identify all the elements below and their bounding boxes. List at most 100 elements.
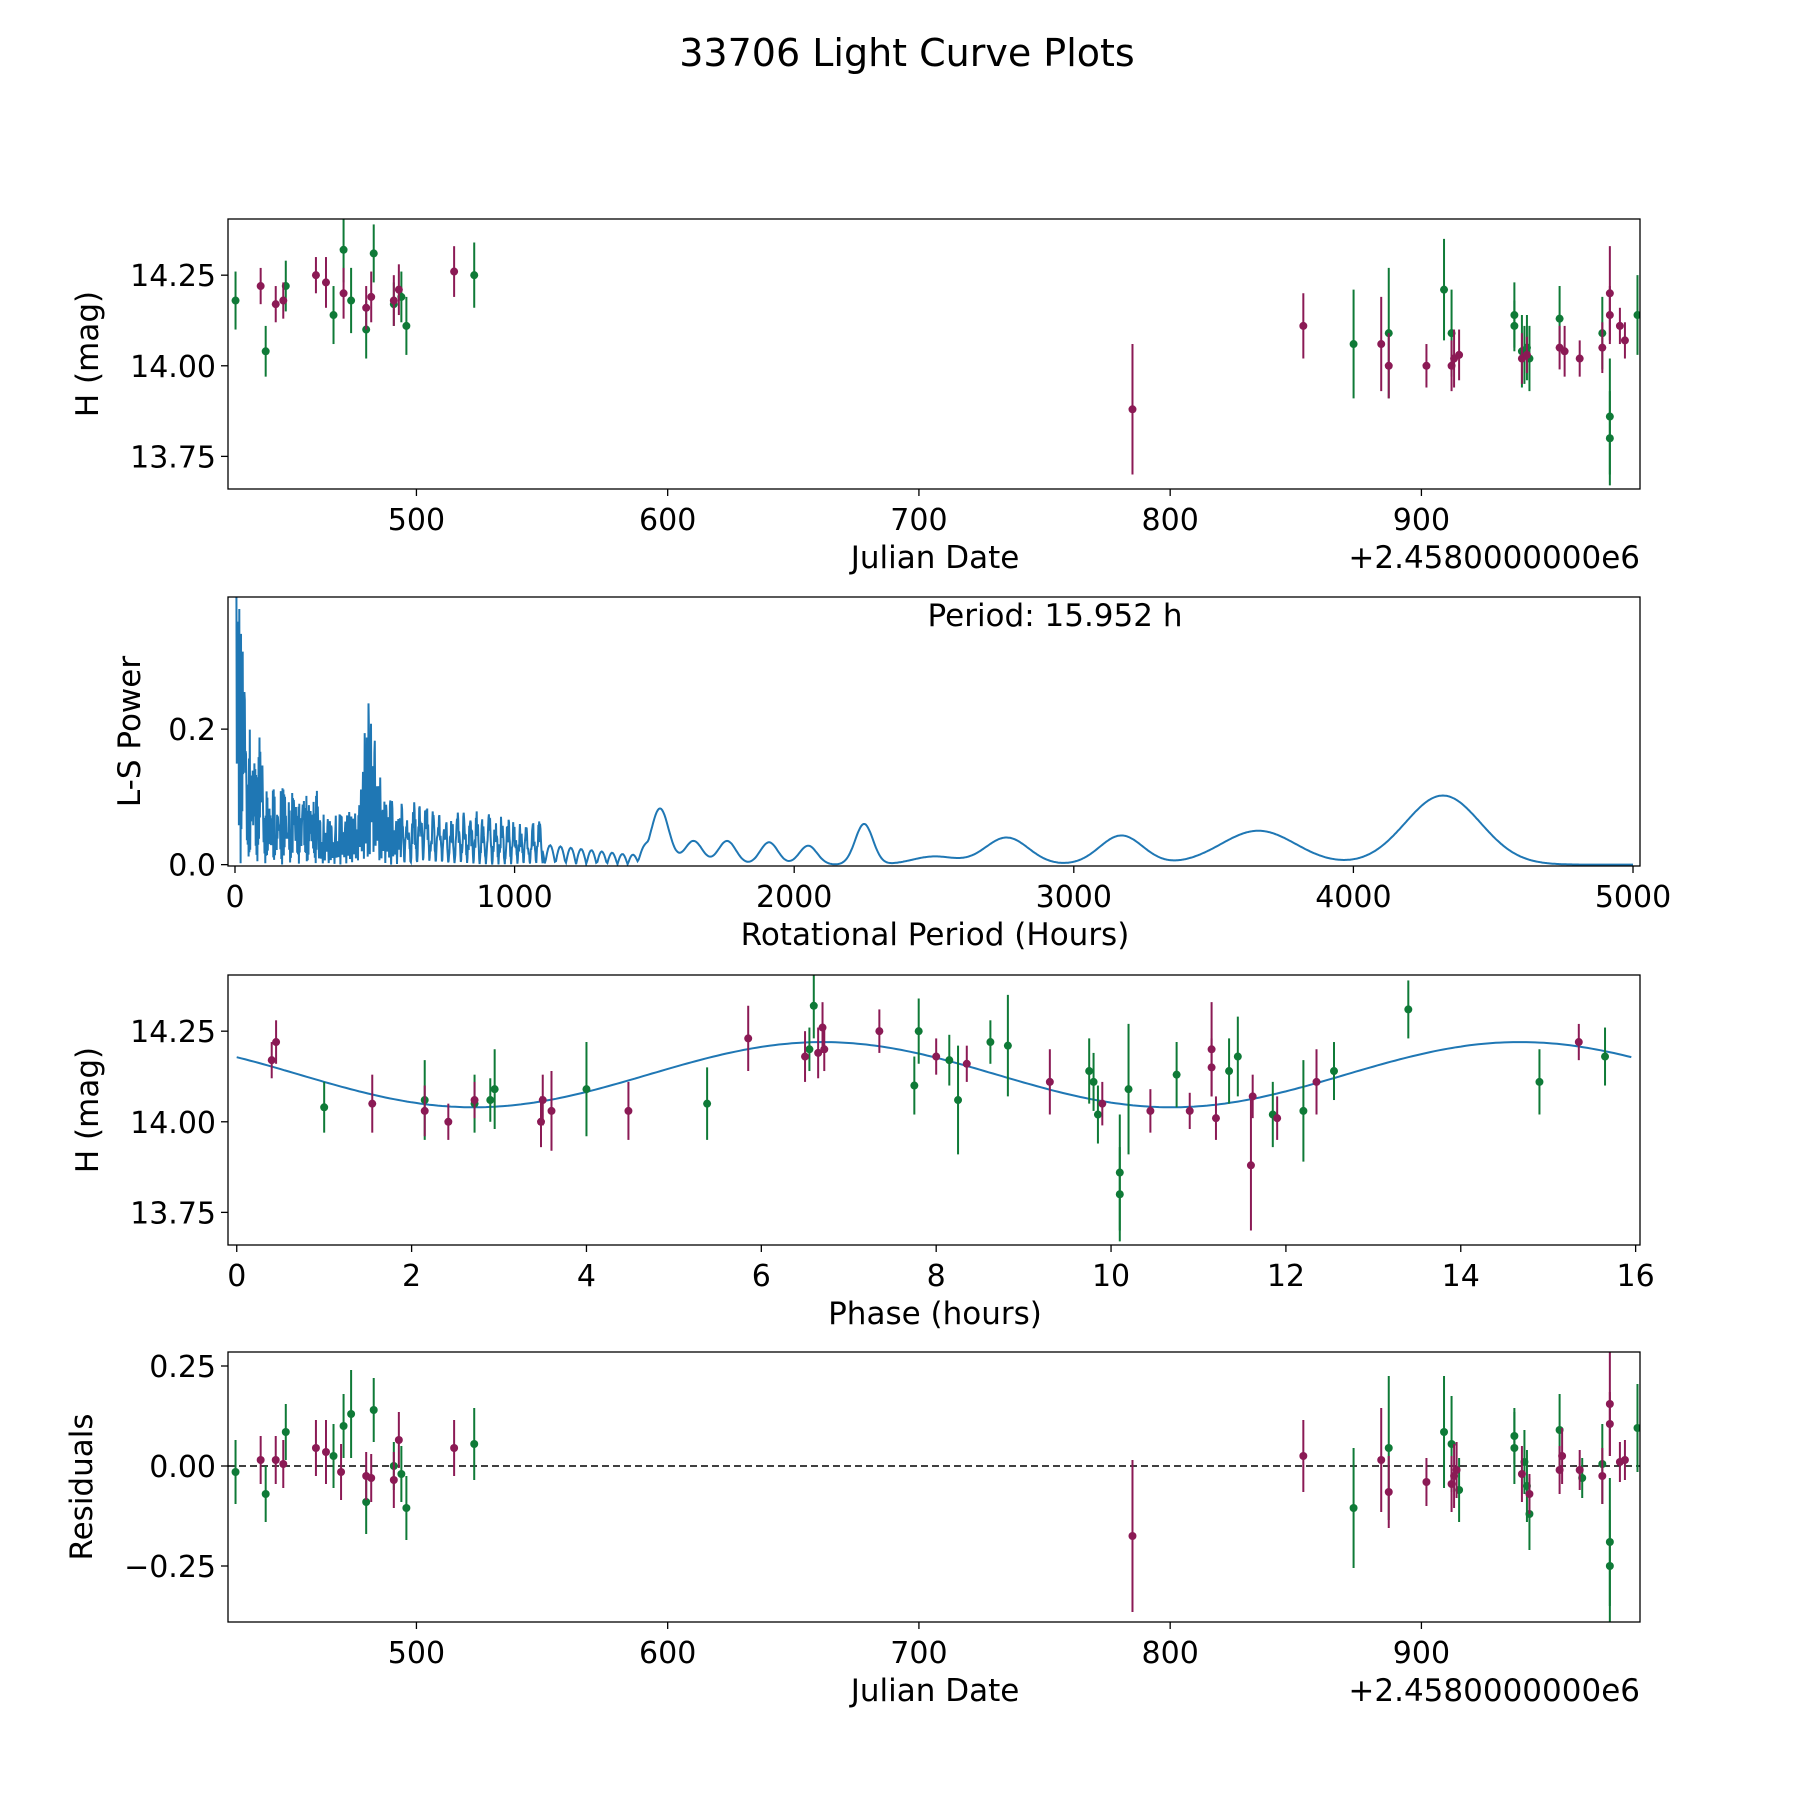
green-data-point [914,1027,923,1036]
magenta-data-point [1098,1099,1107,1108]
plot-frame [227,974,1641,1246]
magenta-data-point [537,1117,546,1126]
y-tick-label: 0.0 [168,849,216,884]
magenta-data-point [1615,321,1624,330]
plot-frame [227,218,1641,490]
magenta-data-point [962,1059,971,1068]
green-data-point [1510,321,1519,330]
period-annotation: Period: 15.952 h [928,598,1183,634]
x-tick-label: 8 [927,1259,946,1294]
green-data-point [329,311,338,320]
magenta-data-point [1211,1114,1220,1123]
y-tick-label: 0.25 [149,1350,216,1385]
magenta-data-point [321,1448,330,1456]
magenta-data-point [1377,340,1386,349]
magenta-data-point [1128,405,1137,414]
x-tick-label: 700 [890,503,947,538]
green-data-point [1440,1428,1449,1436]
x-tick-label: 4 [577,1259,596,1294]
x-tick-label: 900 [1393,503,1450,538]
green-data-point [1535,1077,1544,1086]
y-tick-label: 14.00 [130,1106,216,1141]
green-data-point [347,1410,356,1418]
green-data-point [281,1428,290,1436]
magenta-data-point [1455,350,1464,359]
green-data-point [339,1422,348,1430]
magenta-data-point [1248,1092,1257,1101]
x-tick-label: 16 [1617,1259,1655,1294]
x-tick-label: 700 [890,1636,947,1671]
green-data-point [369,249,378,258]
magenta-data-point [1574,1038,1583,1047]
y-tick-label: 14.25 [130,1015,216,1050]
magenta-data-point [271,300,280,309]
magenta-data-point [1525,1490,1534,1498]
green-data-point [1384,1444,1393,1452]
magenta-data-point [1299,1452,1308,1460]
magenta-data-point [271,1456,280,1464]
data-points-group [267,975,1610,1242]
y-axis-label: L-S Power [112,656,148,807]
periodogram-panel: 0 1000 2000 3000 4000 5000 0.0 0.2 Rotational Pe… [112,596,1671,953]
green-data-point [1633,1424,1640,1432]
green-data-point [402,1504,411,1512]
light-curve-panel: 500 600 700 800 900 13.75 14.00 14.25 Julian Dat… [70,218,1641,576]
figure-title: 33706 Light Curve Plots [679,31,1134,75]
magenta-data-point [1146,1106,1155,1115]
magenta-data-point [256,1456,265,1464]
magenta-data-point [1560,347,1569,356]
periodogram-group [235,597,1633,866]
green-data-point [809,1001,818,1010]
phase-folded-panel: 0 2 4 6 8 10 12 14 16 13.75 14.00 14.25 Phase (hours… [70,974,1655,1332]
magenta-data-point [367,1474,376,1482]
green-data-point [261,347,270,356]
x-axis-label: Julian Date [849,540,1020,576]
x-tick-label: 0 [227,1259,246,1294]
magenta-data-point [1620,1456,1629,1464]
magenta-data-point [450,267,459,276]
magenta-data-point [1620,336,1629,345]
residuals-panel: 500 600 700 800 900 −0.25 0.00 0.25 Julian Date R… [64,1350,1641,1709]
magenta-data-point [367,292,376,301]
magenta-data-point [1299,321,1308,330]
y-axis-label: H (mag) [70,1047,106,1173]
green-data-point [1349,1504,1358,1512]
y-tick-label: −0.25 [124,1550,216,1585]
green-data-point [1555,314,1564,323]
y-tick-label: 0.00 [149,1450,216,1485]
magenta-data-point [1422,1478,1431,1486]
green-data-point [954,1096,963,1105]
green-data-point [347,296,356,305]
y-axis-label: Residuals [64,1413,100,1560]
green-data-point [369,1406,378,1414]
x-tick-label: 12 [1267,1259,1305,1294]
magenta-data-point [1598,1472,1607,1480]
magenta-data-point [1246,1161,1255,1170]
magenta-data-point [1575,354,1584,363]
green-data-point [1172,1070,1181,1079]
green-data-point [1605,1562,1614,1570]
x-axis-label: Phase (hours) [828,1296,1042,1332]
green-data-point [582,1085,591,1094]
magenta-data-point [1558,1452,1567,1460]
magenta-data-point [362,303,371,312]
green-data-point [945,1056,954,1065]
magenta-data-point [801,1052,810,1061]
x-tick-label: 10 [1092,1259,1130,1294]
green-data-point [1115,1190,1124,1199]
green-data-point [470,271,479,280]
plot-frame [227,1351,1641,1623]
green-data-point [1233,1052,1242,1061]
green-data-point [805,1045,814,1054]
magenta-data-point [1517,1470,1526,1478]
green-data-point [402,321,411,330]
magenta-data-point [311,1444,320,1452]
x-tick-label: 4000 [1315,880,1391,915]
magenta-data-point [1384,361,1393,370]
x-tick-label: 500 [388,1636,445,1671]
magenta-data-point [394,285,403,294]
magenta-data-point [339,289,348,298]
green-data-point [486,1096,495,1105]
x-offset-label: +2.4580000000e6 [1348,540,1640,576]
x-tick-label: 5000 [1595,880,1671,915]
